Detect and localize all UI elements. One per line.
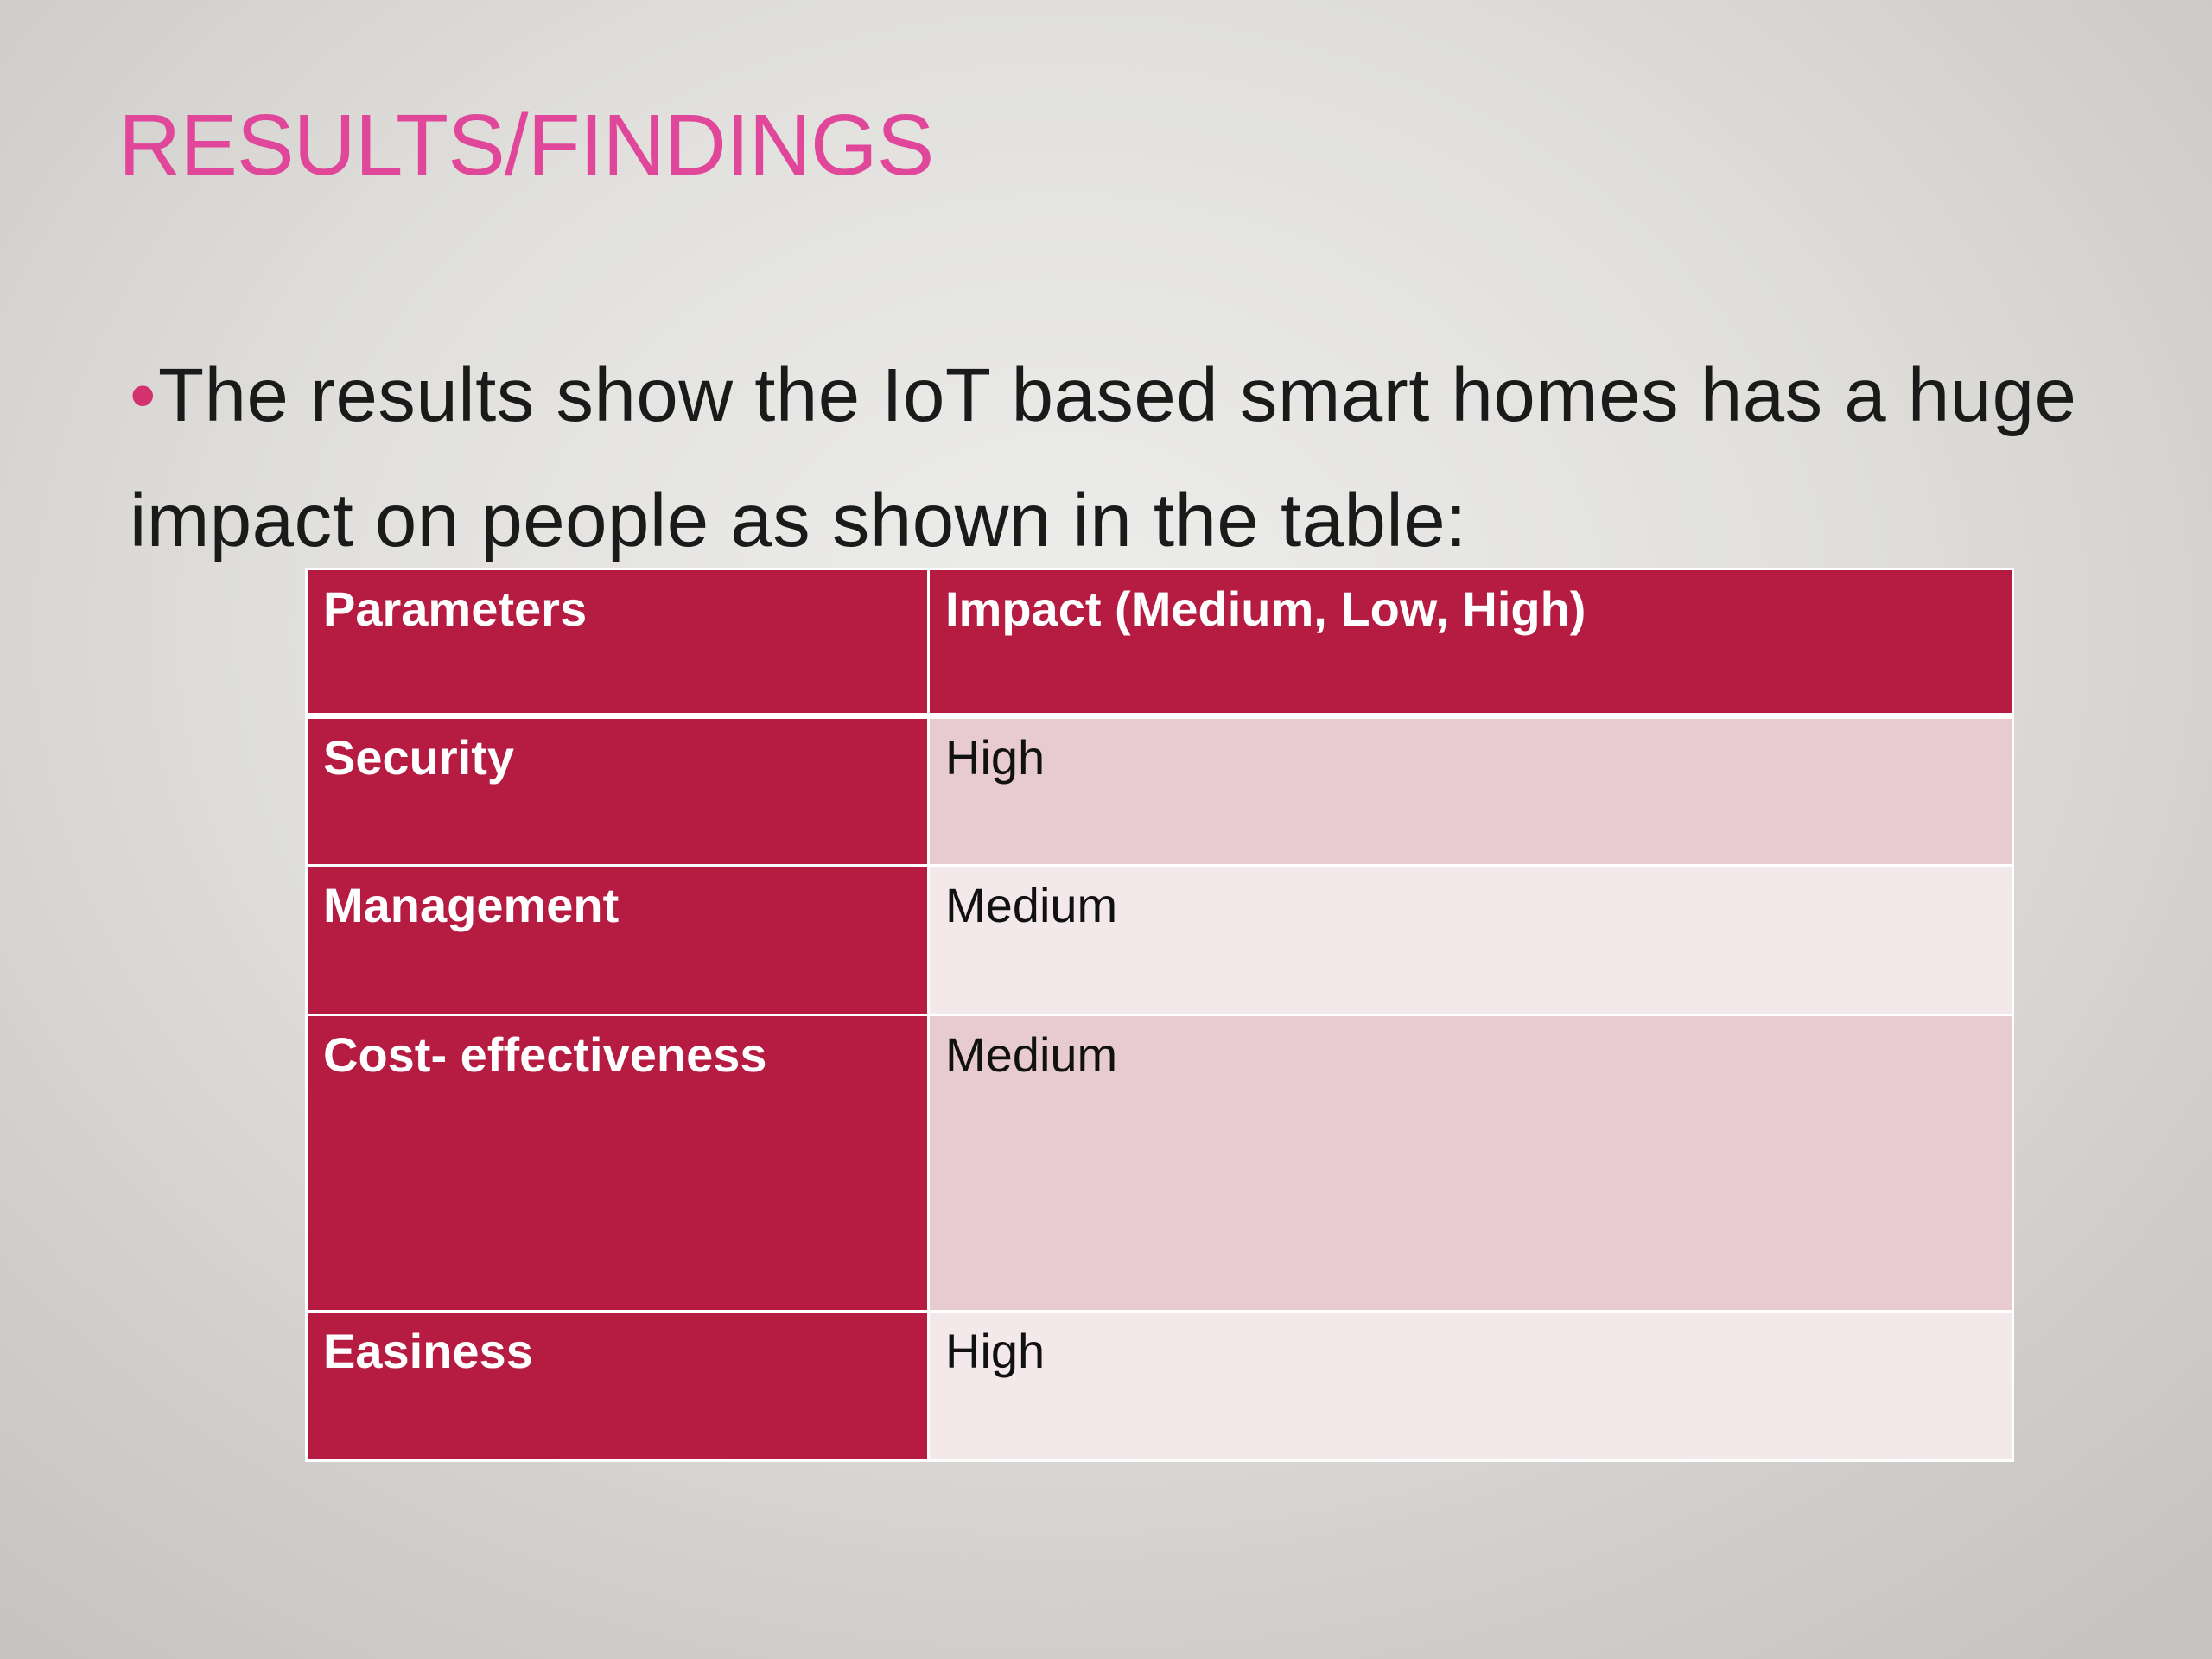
bullet-icon: •	[130, 353, 156, 437]
parameter-cell: Management	[305, 864, 930, 1016]
bullet-text: The results show the IoT based smart hom…	[130, 353, 2077, 563]
impact-cell: High	[927, 1310, 2014, 1462]
table-row: Easiness High	[305, 1310, 2014, 1462]
table-row: Cost- effectiveness Medium	[305, 1014, 2014, 1313]
impact-table: Parameters Impact (Medium, Low, High) Se…	[305, 568, 2014, 1462]
parameter-cell: Security	[305, 715, 930, 867]
slide-title: RESULTS/FINDINGS	[118, 97, 934, 194]
header-parameters: Parameters	[305, 568, 930, 719]
table-row: Security High	[305, 715, 2014, 867]
header-impact: Impact (Medium, Low, High)	[927, 568, 2014, 719]
impact-cell: High	[927, 715, 2014, 867]
parameter-cell: Easiness	[305, 1310, 930, 1462]
table-row: Management Medium	[305, 864, 2014, 1016]
impact-cell: Medium	[927, 864, 2014, 1016]
impact-cell: Medium	[927, 1014, 2014, 1313]
bullet-paragraph: •The results show the IoT based smart ho…	[130, 333, 2117, 583]
table-header-row: Parameters Impact (Medium, Low, High)	[305, 568, 2014, 719]
parameter-cell: Cost- effectiveness	[305, 1014, 930, 1313]
